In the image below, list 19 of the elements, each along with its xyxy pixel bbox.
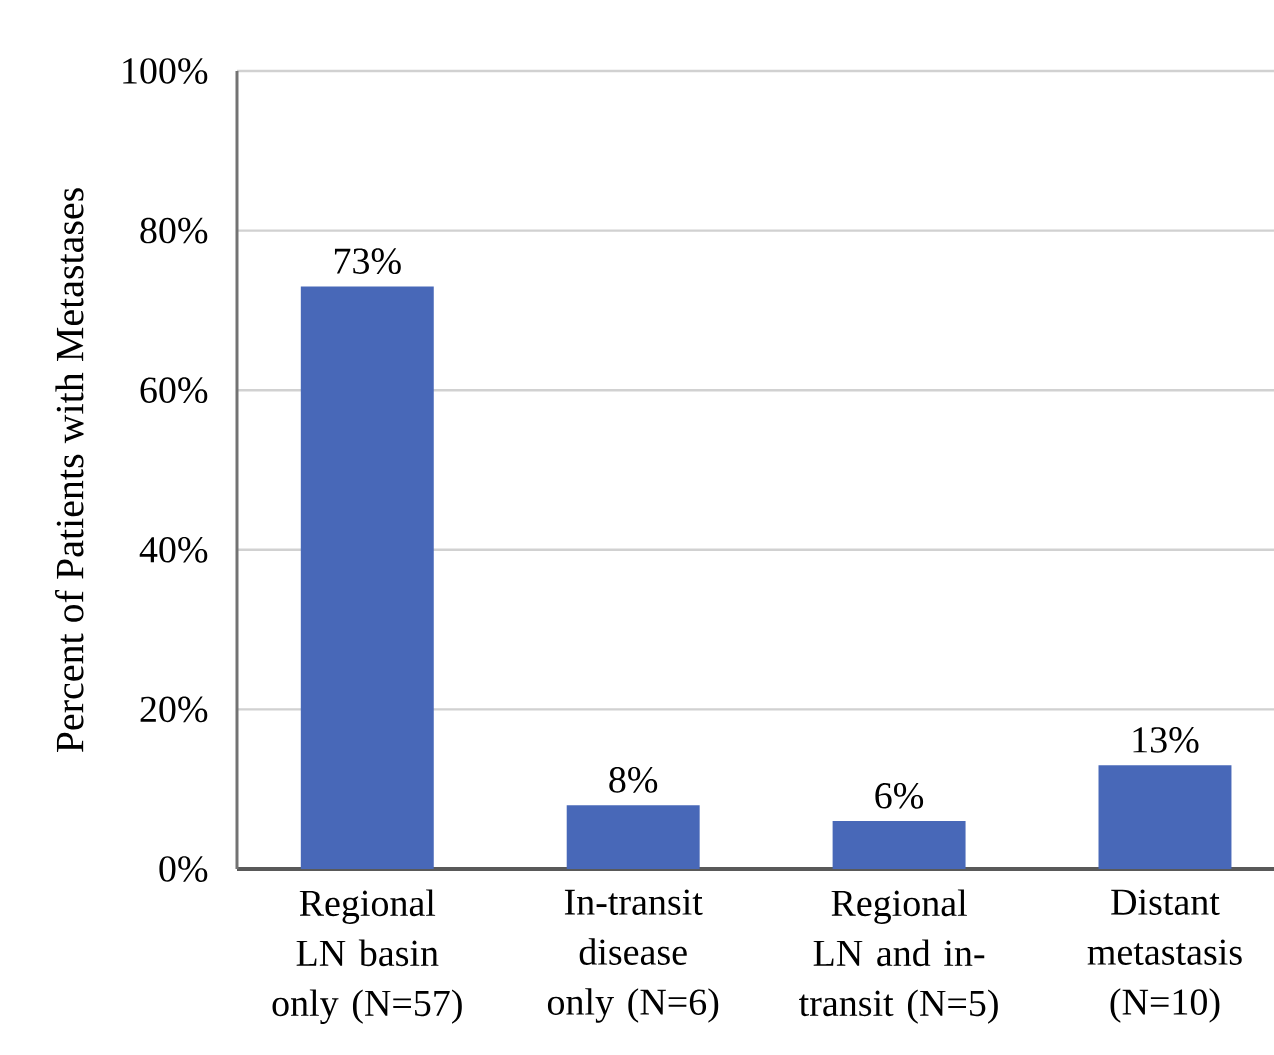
bar [1098, 765, 1232, 869]
x-tick-label: In-transit disease only (N=6) [547, 889, 719, 1023]
y-axis-title: Percent of Patients with Metastases [54, 188, 84, 753]
data-label: 6% [875, 782, 924, 809]
y-tick-label: 100% [123, 58, 208, 84]
data-label: 73% [334, 248, 401, 275]
x-tick-label: Regional LN and in-transit (N=5) [799, 889, 998, 1024]
bar [300, 286, 434, 869]
data-label: 13% [1133, 727, 1199, 753]
x-tick-label: Distant metastasis (N=10) [1087, 889, 1242, 1023]
y-tick-label: 60% [140, 377, 208, 404]
x-tick-label: Regional LN basin only (N=57) [272, 889, 462, 1024]
bar [832, 821, 966, 869]
y-tick-label: 80% [140, 217, 208, 244]
y-tick-label: 0% [159, 856, 208, 882]
bar [566, 805, 700, 869]
y-tick-label: 40% [139, 536, 208, 563]
y-tick-label: 20% [140, 696, 208, 723]
data-label: 8% [609, 767, 658, 793]
